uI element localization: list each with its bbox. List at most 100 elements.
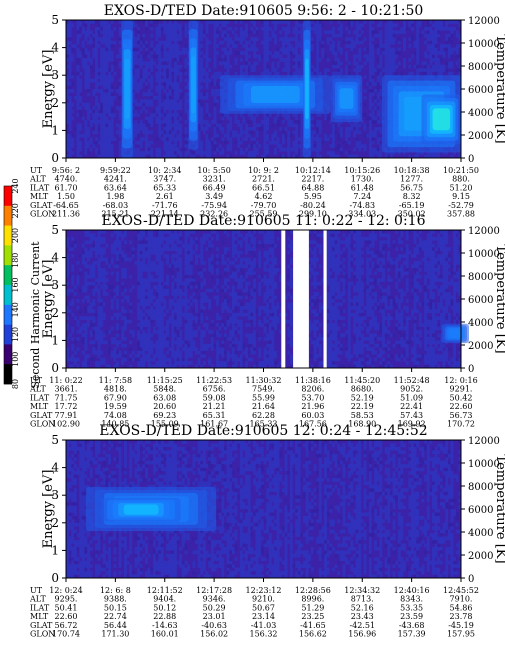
texture-cell — [447, 54, 451, 59]
texture-cell — [150, 85, 154, 90]
texture-cell — [205, 147, 209, 152]
texture-cell — [266, 126, 270, 131]
texture-cell — [137, 44, 141, 48]
texture-cell — [208, 261, 212, 265]
texture-cell — [266, 64, 270, 69]
texture-cell — [139, 319, 143, 324]
texture-cell — [202, 295, 206, 300]
texture-cell — [447, 33, 451, 38]
texture-cell — [200, 123, 204, 128]
texture-cell — [387, 64, 391, 69]
texture-cell — [184, 230, 188, 234]
texture-cell — [300, 126, 304, 131]
texture-cell — [424, 154, 428, 159]
texture-cell — [139, 109, 143, 114]
texture-cell — [421, 30, 425, 35]
texture-cell — [166, 281, 169, 286]
texture-cell — [171, 347, 175, 352]
texture-cell — [131, 30, 135, 35]
texture-cell — [295, 71, 299, 76]
texture-cell — [276, 144, 280, 148]
y2-tick-label: 8000 — [468, 62, 493, 73]
texture-cell — [355, 137, 359, 142]
texture-cell — [84, 288, 88, 293]
texture-cell — [166, 137, 169, 142]
texture-cell — [68, 120, 72, 124]
texture-cell — [92, 302, 96, 307]
texture-cell — [281, 26, 285, 31]
texture-cell — [118, 54, 122, 59]
texture-cell — [97, 309, 101, 314]
texture-cell — [131, 151, 135, 155]
texture-cell — [68, 144, 72, 148]
texture-cell — [171, 271, 175, 276]
texture-cell — [384, 68, 388, 73]
texture-cell — [363, 37, 367, 41]
texture-cell — [216, 350, 220, 355]
texture-cell — [434, 154, 438, 159]
texture-cell — [116, 89, 119, 93]
texture-cell — [76, 57, 80, 62]
texture-cell — [231, 44, 235, 48]
texture-cell — [252, 47, 256, 52]
texture-cell — [66, 54, 69, 59]
texture-cell — [226, 247, 230, 251]
texture-cell — [163, 47, 167, 52]
texture-cell — [105, 23, 109, 28]
texture-cell — [105, 51, 109, 55]
texture-cell — [168, 47, 172, 52]
texture-cell — [81, 261, 85, 265]
texture-cell — [118, 154, 122, 159]
texture-cell — [134, 64, 138, 69]
texture-cell — [150, 95, 154, 100]
texture-cell — [105, 278, 109, 283]
texture-cell — [200, 61, 204, 66]
texture-cell — [173, 288, 177, 293]
texture-cell — [116, 257, 119, 262]
texture-cell — [142, 102, 146, 107]
texture-cell — [87, 233, 90, 238]
texture-cell — [100, 240, 104, 245]
texture-cell — [76, 281, 80, 286]
texture-cell — [150, 102, 154, 107]
texture-cell — [84, 295, 88, 300]
texture-cell — [134, 151, 138, 155]
texture-cell — [187, 323, 191, 327]
texture-cell — [147, 78, 151, 83]
texture-cell — [266, 26, 270, 31]
texture-cell — [379, 71, 383, 76]
texture-cell — [142, 285, 146, 289]
texture-cell — [108, 92, 112, 97]
texture-cell — [87, 323, 90, 327]
texture-cell — [208, 288, 212, 293]
texture-cell — [84, 47, 88, 52]
ephemeris-value: -64.65 — [53, 201, 79, 210]
texture-cell — [147, 361, 151, 365]
texture-cell — [66, 57, 69, 62]
texture-cell — [358, 40, 362, 45]
ephemeris-value: 9:56: 2 — [52, 166, 80, 175]
texture-cell — [97, 323, 101, 327]
texture-cell — [137, 82, 141, 86]
texture-cell — [181, 340, 185, 345]
texture-cell — [355, 154, 359, 159]
texture-cell — [134, 109, 138, 114]
texture-cell — [197, 61, 201, 66]
texture-cell — [152, 354, 156, 358]
texture-cell — [129, 309, 133, 314]
texture-cell — [147, 364, 151, 369]
texture-cell — [168, 30, 172, 35]
texture-cell — [102, 257, 106, 262]
texture-cell — [234, 133, 238, 138]
texture-cell — [321, 40, 325, 45]
texture-cell — [131, 54, 135, 59]
texture-cell — [226, 264, 230, 269]
texture-cell — [100, 147, 104, 152]
texture-cell — [147, 312, 151, 317]
texture-cell — [331, 154, 335, 159]
texture-cell — [197, 68, 201, 73]
texture-cell — [371, 26, 375, 31]
texture-cell — [266, 133, 270, 138]
texture-cell — [142, 71, 146, 76]
texture-cell — [158, 64, 162, 69]
